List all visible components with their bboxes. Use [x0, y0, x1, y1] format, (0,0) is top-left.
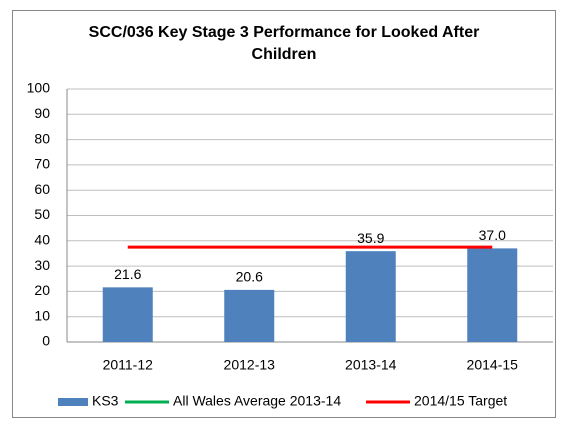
data-label: 35.9: [357, 230, 384, 246]
chart-border: [12, 10, 556, 418]
chart-title: SCC/036 Key Stage 3 Performance for Look…: [88, 24, 480, 63]
x-tick-label: 2014-15: [467, 357, 519, 373]
legend-label: KS3: [92, 393, 119, 409]
bar: [467, 248, 518, 342]
y-tick-label: 80: [34, 130, 50, 146]
y-tick-label: 60: [34, 181, 50, 197]
legend-label: 2014/15 Target: [414, 393, 507, 409]
data-label: 37.0: [479, 227, 506, 243]
legend-swatch: [58, 398, 88, 406]
y-tick-label: 90: [34, 105, 50, 121]
y-tick-label: 100: [27, 80, 51, 96]
y-tick-label: 10: [34, 307, 50, 323]
y-tick-label: 70: [34, 156, 50, 172]
y-tick-label: 40: [34, 232, 50, 248]
y-tick-label: 30: [34, 257, 50, 273]
bar: [224, 289, 275, 342]
x-tick-label: 2012-13: [224, 357, 276, 373]
x-tick-label: 2011-12: [103, 357, 154, 373]
bar: [102, 287, 153, 342]
data-label: 20.6: [236, 269, 263, 285]
legend-label: All Wales Average 2013-14: [173, 393, 341, 409]
y-tick-label: 0: [42, 333, 50, 349]
bar: [345, 251, 396, 342]
y-tick-label: 20: [34, 282, 50, 298]
y-tick-label: 50: [34, 206, 50, 222]
data-label: 21.6: [114, 266, 141, 282]
x-tick-label: 2013-14: [345, 357, 397, 373]
